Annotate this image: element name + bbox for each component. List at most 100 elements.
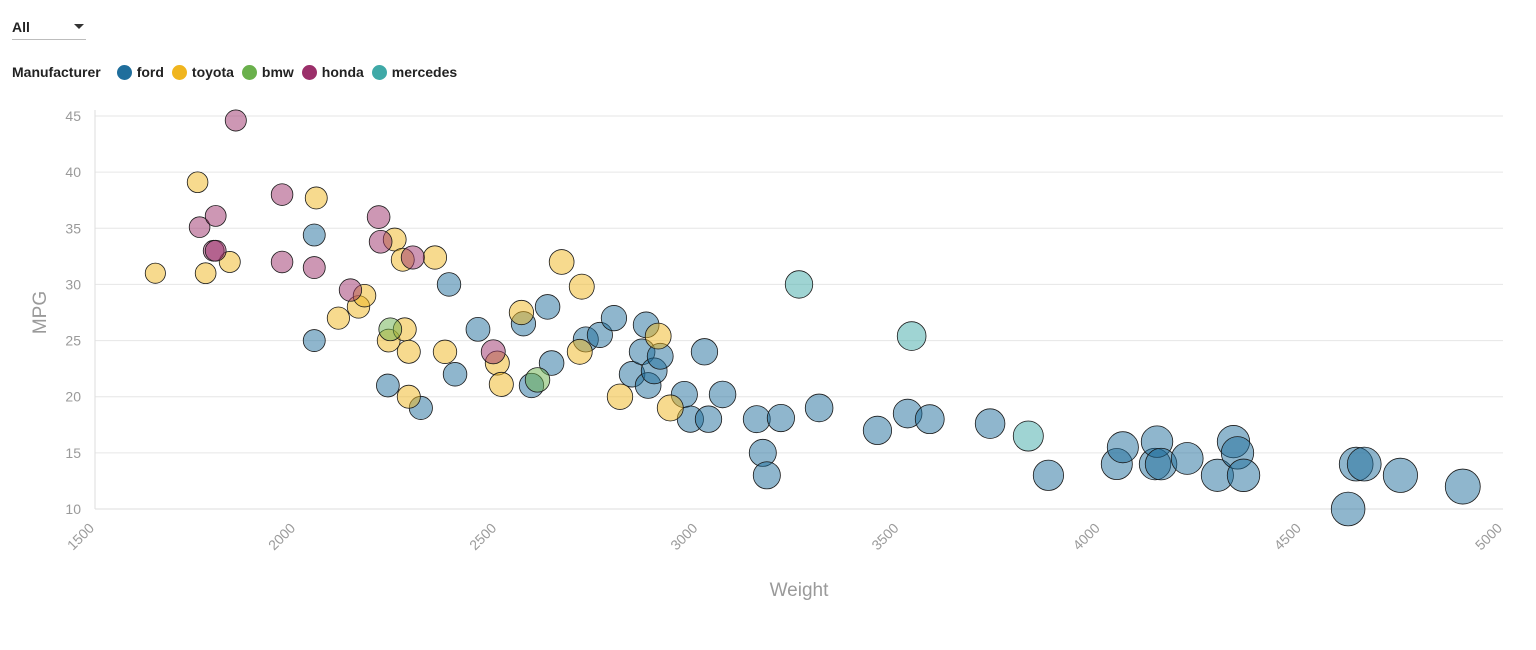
data-point-bmw <box>378 317 403 342</box>
data-point-ford <box>1032 459 1064 491</box>
data-point-ford <box>914 404 945 435</box>
data-point-honda <box>368 229 393 254</box>
legend-swatch-ford <box>116 64 132 80</box>
legend-item-mercedes[interactable]: mercedes <box>371 64 458 80</box>
x-tick-label: 2000 <box>265 520 298 553</box>
legend-item-bmw[interactable]: bmw <box>241 64 294 80</box>
data-point-honda <box>480 339 506 365</box>
data-point-bmw <box>524 367 551 393</box>
legend-swatch-mercedes <box>371 64 387 80</box>
x-axis-title: Weight <box>770 580 830 601</box>
data-point-toyota <box>144 262 166 284</box>
x-tick-label: 4500 <box>1271 520 1304 553</box>
data-point-toyota <box>566 338 593 365</box>
data-point-toyota <box>396 339 421 364</box>
legend-label-toyota: toyota <box>191 64 234 80</box>
legend-item-ford[interactable]: ford <box>116 64 164 80</box>
x-tick-label: 5000 <box>1472 520 1505 553</box>
data-point-mercedes <box>1012 420 1044 452</box>
x-tick-label: 3500 <box>868 520 901 553</box>
grid-lines <box>95 115 1503 510</box>
legend-label-ford: ford <box>136 64 164 80</box>
data-point-ford <box>465 317 491 342</box>
y-axis-title: MPG <box>30 291 51 334</box>
chevron-down-icon <box>74 24 84 29</box>
data-point-ford <box>690 338 719 366</box>
data-point-ford <box>1226 458 1261 492</box>
data-point-honda <box>204 205 227 227</box>
data-point-ford <box>376 373 400 398</box>
data-point-ford <box>1382 457 1418 493</box>
data-point-toyota <box>304 186 328 210</box>
data-point-ford <box>1346 446 1382 482</box>
data-point-toyota <box>644 322 672 350</box>
data-point-ford <box>1106 431 1139 464</box>
data-point-ford <box>534 294 561 320</box>
axes <box>94 110 1503 510</box>
data-point-ford <box>752 461 781 490</box>
y-tick-label: 40 <box>65 164 81 180</box>
data-point-toyota <box>606 383 634 410</box>
data-point-ford <box>436 272 462 297</box>
data-point-mercedes <box>784 270 814 299</box>
legend-title: Manufacturer <box>12 64 101 80</box>
data-point-honda <box>188 216 211 238</box>
data-point-ford <box>1444 468 1481 505</box>
x-tick-label: 3000 <box>667 520 700 553</box>
data-point-honda <box>204 239 227 262</box>
legend-swatch-bmw <box>241 64 257 80</box>
y-tick-label: 45 <box>65 108 81 124</box>
legend-item-honda[interactable]: honda <box>301 64 364 80</box>
legend-label-bmw: bmw <box>261 64 294 80</box>
data-point-honda <box>400 245 425 270</box>
data-point-honda <box>224 109 247 132</box>
data-point-ford <box>862 415 893 445</box>
data-points <box>144 109 1481 527</box>
data-point-toyota <box>396 384 421 409</box>
data-point-ford <box>302 329 326 352</box>
manufacturer-filter-dropdown[interactable]: All <box>12 14 86 40</box>
data-point-ford <box>694 405 723 433</box>
data-point-honda <box>270 250 294 274</box>
data-point-ford <box>1330 491 1366 527</box>
data-point-toyota <box>508 299 535 326</box>
y-tick-label: 10 <box>65 501 81 517</box>
data-point-ford <box>538 350 565 376</box>
legend-item-toyota[interactable]: toyota <box>171 64 234 80</box>
data-point-ford <box>742 405 771 434</box>
data-point-ford <box>302 223 326 247</box>
axis-labels: 10 15 20 25 30 35 40 45 1500 2000 2500 3000 3500 4000… <box>30 108 1505 601</box>
data-point-mercedes <box>896 321 927 351</box>
data-point-honda <box>270 183 294 206</box>
data-point-toyota <box>568 273 595 300</box>
x-tick-label: 2500 <box>466 520 499 553</box>
data-point-ford <box>442 362 468 387</box>
data-point-honda <box>302 256 326 279</box>
legend-swatch-honda <box>301 64 317 80</box>
data-point-toyota <box>656 394 684 422</box>
data-point-ford <box>1170 442 1204 475</box>
data-point-honda <box>338 278 363 302</box>
legend-swatch-toyota <box>171 64 187 80</box>
legend-label-honda: honda <box>321 64 364 80</box>
data-point-toyota <box>488 371 514 397</box>
y-tick-label: 20 <box>65 389 81 405</box>
data-point-toyota <box>422 245 448 270</box>
data-point-ford <box>804 393 834 423</box>
y-tick-label: 30 <box>65 276 81 292</box>
y-tick-label: 15 <box>65 445 81 461</box>
data-point-toyota <box>432 339 458 364</box>
data-point-toyota <box>186 171 209 193</box>
y-tick-label: 35 <box>65 220 81 236</box>
data-point-ford <box>600 305 628 332</box>
data-point-ford <box>766 403 795 433</box>
data-point-ford <box>708 380 737 409</box>
legend: Manufacturer ford toyota bmw honda merce… <box>12 62 465 82</box>
y-tick-label: 25 <box>65 333 81 349</box>
data-point-ford <box>974 408 1006 439</box>
data-point-toyota <box>548 249 575 275</box>
data-point-toyota <box>326 306 350 330</box>
filter-selected-value: All <box>12 19 30 35</box>
legend-label-mercedes: mercedes <box>391 64 458 80</box>
